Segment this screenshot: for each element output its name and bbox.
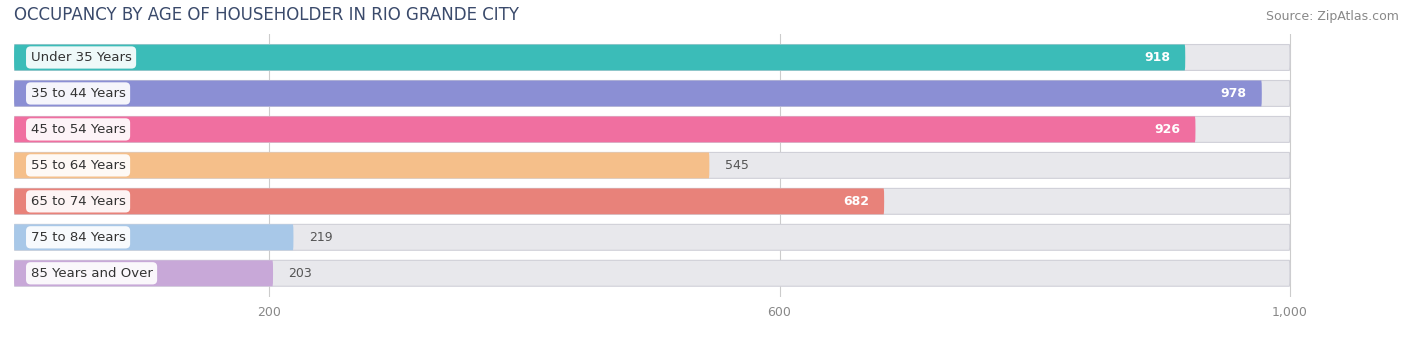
Text: 918: 918 <box>1144 51 1170 64</box>
Text: 65 to 74 Years: 65 to 74 Years <box>31 195 125 208</box>
Text: OCCUPANCY BY AGE OF HOUSEHOLDER IN RIO GRANDE CITY: OCCUPANCY BY AGE OF HOUSEHOLDER IN RIO G… <box>14 6 519 24</box>
Text: 926: 926 <box>1154 123 1180 136</box>
FancyBboxPatch shape <box>14 152 1289 178</box>
Text: 545: 545 <box>724 159 748 172</box>
Text: 55 to 64 Years: 55 to 64 Years <box>31 159 125 172</box>
FancyBboxPatch shape <box>14 117 1195 142</box>
FancyBboxPatch shape <box>14 260 273 286</box>
Text: Source: ZipAtlas.com: Source: ZipAtlas.com <box>1265 10 1399 23</box>
Text: 203: 203 <box>288 267 312 280</box>
FancyBboxPatch shape <box>14 45 1289 71</box>
FancyBboxPatch shape <box>14 117 1289 142</box>
Text: 85 Years and Over: 85 Years and Over <box>31 267 152 280</box>
FancyBboxPatch shape <box>14 260 1289 286</box>
Text: 219: 219 <box>309 231 332 244</box>
Text: 978: 978 <box>1220 87 1247 100</box>
Text: 75 to 84 Years: 75 to 84 Years <box>31 231 125 244</box>
FancyBboxPatch shape <box>14 80 1261 106</box>
FancyBboxPatch shape <box>14 80 1289 106</box>
FancyBboxPatch shape <box>14 45 1185 71</box>
FancyBboxPatch shape <box>14 224 1289 250</box>
Text: 682: 682 <box>842 195 869 208</box>
Text: 35 to 44 Years: 35 to 44 Years <box>31 87 125 100</box>
FancyBboxPatch shape <box>14 152 710 178</box>
FancyBboxPatch shape <box>14 189 1289 214</box>
Text: Under 35 Years: Under 35 Years <box>31 51 132 64</box>
FancyBboxPatch shape <box>14 189 884 214</box>
Text: 45 to 54 Years: 45 to 54 Years <box>31 123 125 136</box>
FancyBboxPatch shape <box>14 224 294 250</box>
